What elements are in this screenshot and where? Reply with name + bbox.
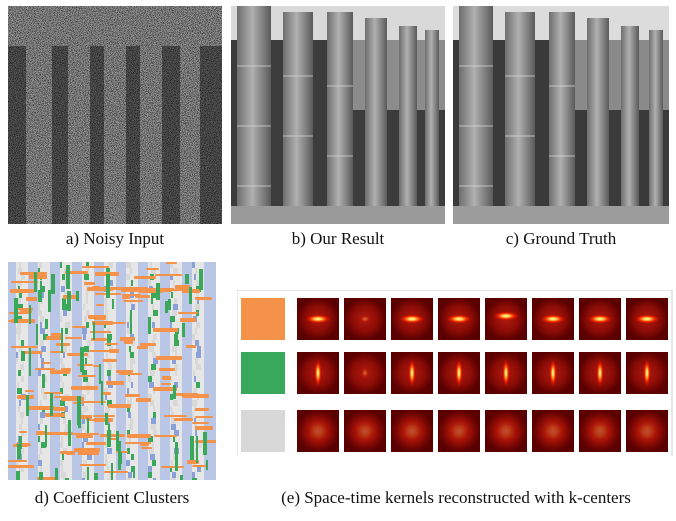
kernel-tile [626,298,668,340]
kernel-tile [297,352,339,394]
kernel-tile [532,410,574,452]
coefficient-clusters-image [8,262,216,480]
kernel-tile [297,410,339,452]
cluster-swatch [241,298,285,340]
kernel-tile [438,298,480,340]
kernel-tile [344,298,386,340]
kernel-tile [485,298,527,340]
caption-noisy-input: a) Noisy Input [65,229,165,248]
kernel-tile [579,298,621,340]
caption-ground-truth: c) Ground Truth [505,229,617,248]
kernel-tile [485,410,527,452]
kernel-tile [626,352,668,394]
cluster-swatch [241,352,285,394]
kernel-tile [391,298,433,340]
kernel-tile [532,298,574,340]
kernel-tile [579,410,621,452]
kernel-tile [438,410,480,452]
ground-truth-image [453,6,669,224]
kernel-grid [237,290,673,456]
kernel-tile [344,352,386,394]
cluster-swatch [241,410,285,452]
kernel-tile [485,352,527,394]
kernel-tile [438,352,480,394]
noisy-input-image [8,6,222,224]
caption-our-result: b) Our Result [291,229,385,248]
caption-coefficient-clusters: d) Coefficient Clusters [34,488,190,507]
kernel-tile [579,352,621,394]
kernel-tile [344,410,386,452]
kernel-tile [391,410,433,452]
caption-space-time-kernels: (e) Space-time kernels reconstructed wit… [281,488,631,507]
kernel-tile [391,352,433,394]
kernel-tile [297,298,339,340]
kernel-tile [532,352,574,394]
kernel-tile [626,410,668,452]
our-result-image [231,6,445,224]
